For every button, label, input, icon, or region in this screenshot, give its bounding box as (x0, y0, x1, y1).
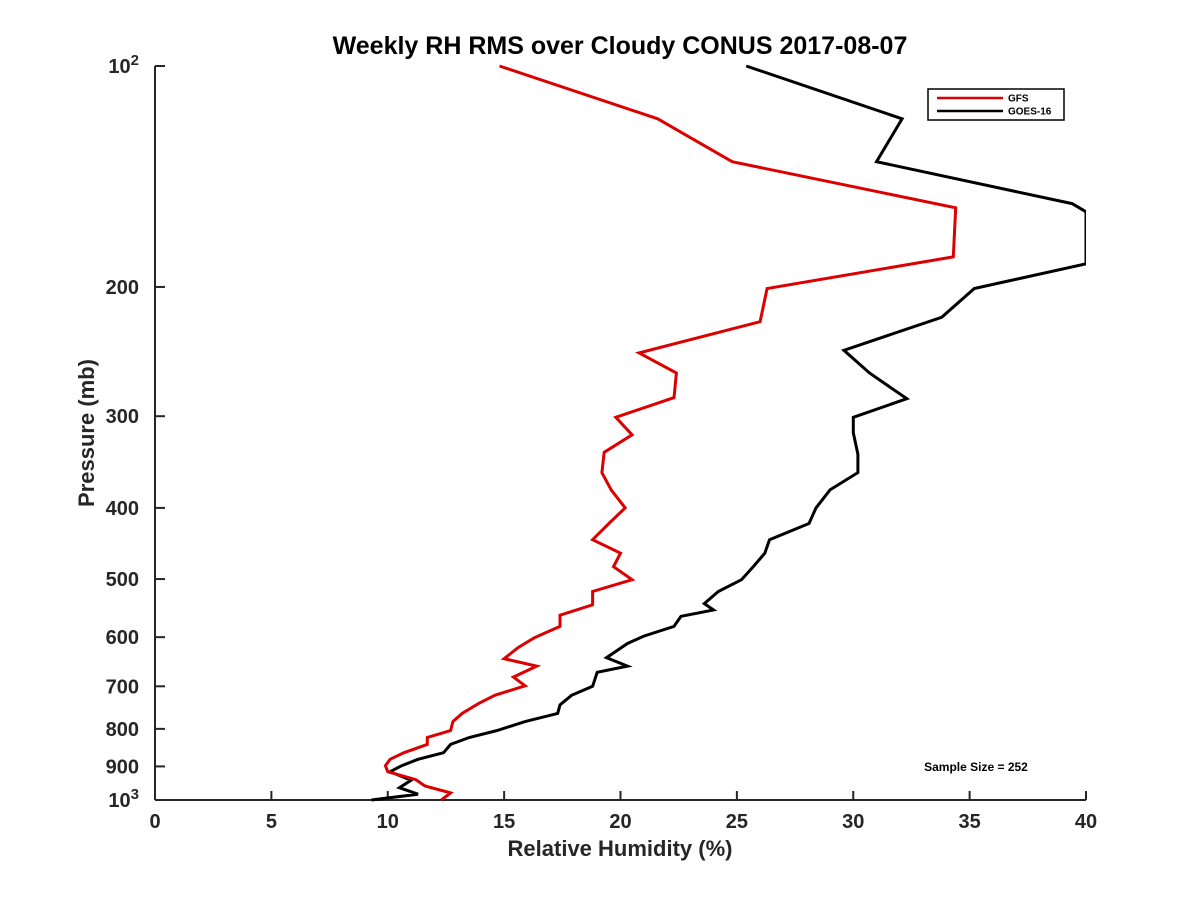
y-tick-label: 103 (108, 786, 139, 812)
x-ticks: 0 5 10 15 20 25 30 35 40 (149, 791, 1097, 833)
x-tick-label: 35 (959, 811, 981, 833)
legend-box (927, 88, 1065, 121)
legend-label-goes-16: GOES-16 (1008, 107, 1052, 118)
x-tick-label: 10 (377, 811, 399, 833)
y-tick-label: 700 (106, 676, 139, 698)
y-tick-label: 900 (106, 756, 139, 778)
x-tick-label: 0 (149, 811, 160, 833)
x-tick-label: 40 (1075, 811, 1097, 833)
y-tick-label: 102 (108, 52, 139, 78)
chart-title: Weekly RH RMS over Cloudy CONUS 2017-08-… (333, 32, 908, 60)
y-tick-label: 800 (106, 719, 139, 741)
series-layer (371, 64, 1086, 802)
y-axis-label: Pressure (mb) (74, 359, 99, 507)
series-line-gfs (383, 64, 958, 802)
x-tick-label: 20 (609, 811, 631, 833)
x-tick-label: 5 (266, 811, 277, 833)
x-tick-label: 15 (493, 811, 515, 833)
y-tick-label: 400 (106, 498, 139, 520)
y-tick-label: 600 (106, 627, 139, 649)
y-ticks: 102 200 300 400 500 600 700 800 900 103 (106, 52, 165, 812)
y-tick-label: 300 (106, 406, 139, 428)
y-tick-label: 200 (106, 277, 139, 299)
sample-size-annotation: Sample Size = 252 (924, 760, 1028, 774)
legend-label-gfs: GFS (1008, 94, 1029, 105)
x-axis-label: Relative Humidity (%) (508, 836, 733, 861)
y-tick-label: 500 (106, 569, 139, 591)
series-line-goes-16 (371, 64, 1086, 802)
x-tick-label: 25 (726, 811, 748, 833)
legend: GFS GOES-16 (927, 88, 1065, 121)
x-tick-label: 30 (842, 811, 864, 833)
